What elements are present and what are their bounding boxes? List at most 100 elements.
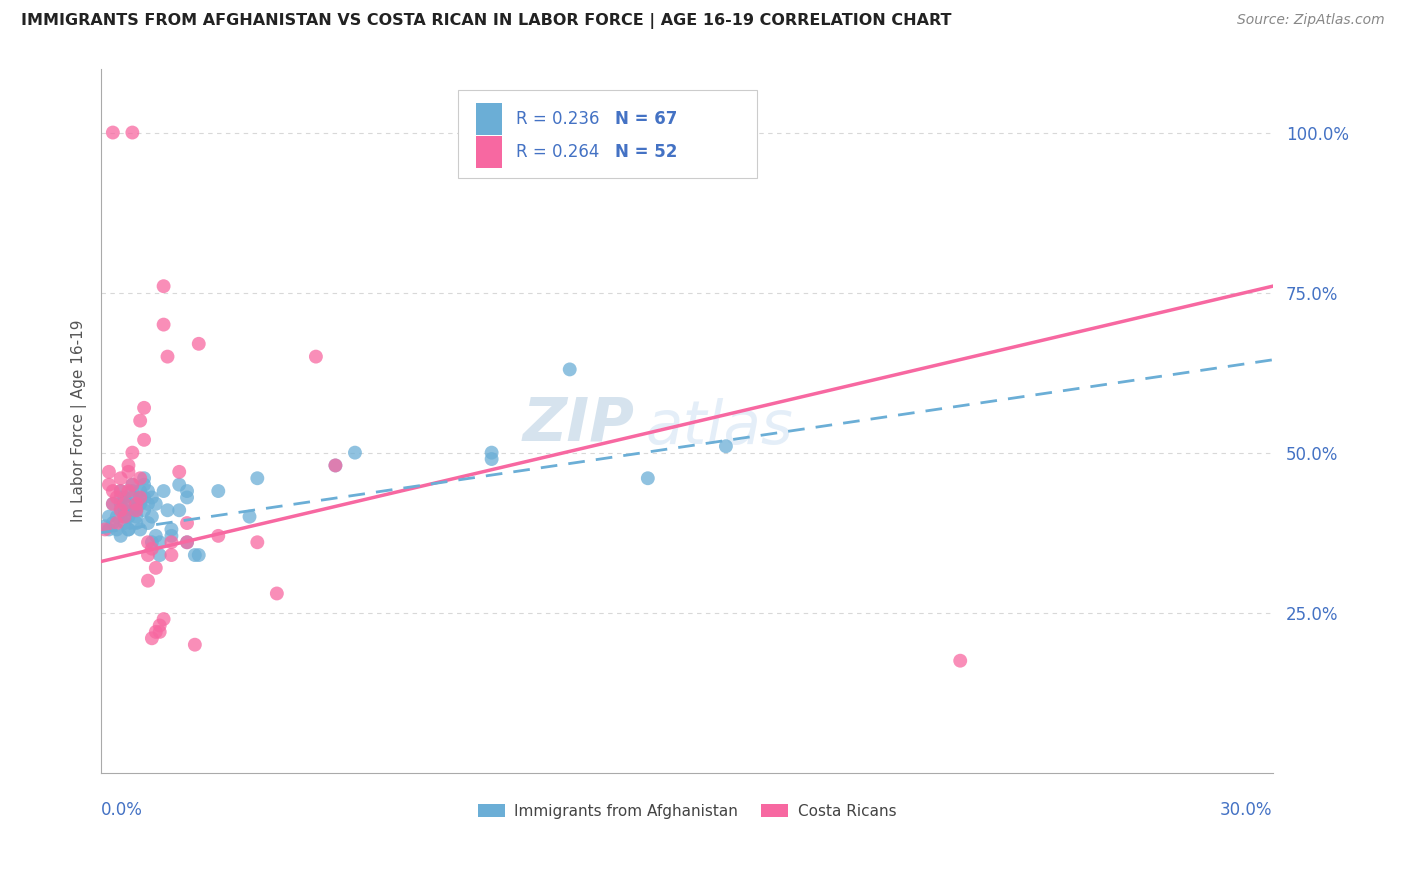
Point [246, 471, 269, 485]
Point [141, 541, 163, 556]
Point [97, 465, 120, 479]
Point [207, 484, 229, 499]
Point [637, 471, 659, 485]
Point [97, 509, 120, 524]
Point [145, 529, 167, 543]
Point [266, 586, 288, 600]
Point [132, 401, 155, 415]
Point [101, 126, 124, 140]
Point [110, 491, 132, 505]
Point [207, 529, 229, 543]
Point [117, 484, 139, 499]
Point [97, 477, 120, 491]
Point [149, 618, 172, 632]
Point [129, 497, 152, 511]
Point [558, 362, 581, 376]
Point [97, 523, 120, 537]
Point [176, 516, 198, 530]
Point [129, 523, 152, 537]
Point [110, 484, 132, 499]
Point [125, 503, 148, 517]
Point [110, 484, 132, 499]
Point [176, 535, 198, 549]
Point [149, 624, 172, 639]
Point [343, 445, 366, 459]
Y-axis label: In Labor Force | Age 16-19: In Labor Force | Age 16-19 [72, 319, 87, 522]
Point [176, 491, 198, 505]
Point [145, 497, 167, 511]
Point [101, 497, 124, 511]
Point [167, 503, 190, 517]
Point [132, 503, 155, 517]
Point [238, 509, 260, 524]
Text: atlas: atlas [645, 398, 794, 458]
Point [141, 632, 163, 646]
Point [125, 503, 148, 517]
Point [117, 523, 139, 537]
Point [117, 497, 139, 511]
Point [121, 477, 143, 491]
Point [156, 503, 179, 517]
Point [136, 548, 159, 562]
Point [325, 458, 347, 473]
Point [187, 336, 209, 351]
Point [184, 548, 207, 562]
Point [167, 465, 190, 479]
Point [145, 624, 167, 639]
Point [176, 535, 198, 549]
Point [125, 497, 148, 511]
Point [114, 509, 136, 524]
Point [101, 484, 124, 499]
Point [125, 516, 148, 530]
Point [152, 484, 174, 499]
Point [160, 529, 183, 543]
Point [132, 433, 155, 447]
Point [94, 519, 117, 533]
Point [156, 350, 179, 364]
Point [129, 484, 152, 499]
Point [136, 516, 159, 530]
Point [145, 561, 167, 575]
Point [110, 497, 132, 511]
Point [160, 523, 183, 537]
Point [136, 574, 159, 588]
Text: R = 0.236: R = 0.236 [516, 110, 599, 128]
Point [114, 509, 136, 524]
Point [121, 126, 143, 140]
Text: R = 0.264: R = 0.264 [516, 144, 599, 161]
Point [110, 503, 132, 517]
Point [129, 491, 152, 505]
Text: Source: ZipAtlas.com: Source: ZipAtlas.com [1237, 13, 1385, 28]
Point [105, 491, 128, 505]
Point [121, 477, 143, 491]
Point [117, 509, 139, 524]
Point [246, 535, 269, 549]
Point [481, 445, 503, 459]
Point [132, 471, 155, 485]
Point [110, 529, 132, 543]
Point [121, 445, 143, 459]
Point [114, 497, 136, 511]
Point [149, 535, 172, 549]
Point [132, 491, 155, 505]
Legend: Immigrants from Afghanistan, Costa Ricans: Immigrants from Afghanistan, Costa Rican… [471, 797, 903, 825]
Text: 30.0%: 30.0% [1220, 801, 1272, 819]
Point [141, 535, 163, 549]
Text: N = 67: N = 67 [616, 110, 678, 128]
Point [117, 458, 139, 473]
Point [105, 509, 128, 524]
FancyBboxPatch shape [477, 136, 502, 168]
Text: IMMIGRANTS FROM AFGHANISTAN VS COSTA RICAN IN LABOR FORCE | AGE 16-19 CORRELATIO: IMMIGRANTS FROM AFGHANISTAN VS COSTA RIC… [21, 13, 952, 29]
Point [101, 516, 124, 530]
Point [114, 516, 136, 530]
Text: N = 52: N = 52 [616, 144, 678, 161]
Point [105, 516, 128, 530]
Point [152, 612, 174, 626]
Point [117, 523, 139, 537]
Point [121, 484, 143, 499]
Point [141, 491, 163, 505]
FancyBboxPatch shape [458, 90, 758, 178]
Point [176, 484, 198, 499]
Point [121, 503, 143, 517]
Point [136, 497, 159, 511]
